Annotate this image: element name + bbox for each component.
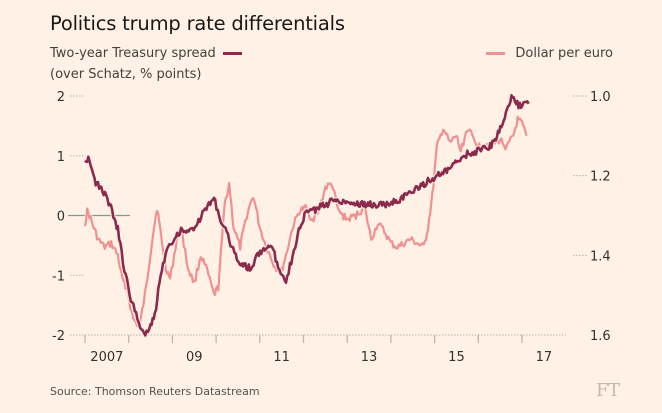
spread-units-label: (over Schatz, % points) <box>50 67 202 82</box>
spread-legend-swatch <box>222 52 242 55</box>
right-tick-label: 1.0 <box>590 90 611 105</box>
left-tick-label: -2 <box>52 329 65 344</box>
left-tick-label: -1 <box>52 269 65 284</box>
spread-legend-label: Two-year Treasury spread <box>50 46 216 61</box>
source-note: Source: Thomson Reuters Datastream <box>50 385 260 398</box>
dollar-per-euro-line <box>83 115 528 328</box>
x-tick-label: 09 <box>186 350 203 365</box>
dollar-legend: Dollar per euro <box>486 46 613 61</box>
spread-line-halo <box>83 92 531 338</box>
ft-logo: FT <box>596 380 620 401</box>
x-tick-label: 17 <box>536 350 553 365</box>
dollar-legend-label: Dollar per euro <box>515 46 613 61</box>
right-tick-label: 1.2 <box>590 170 611 185</box>
x-tick-label: 2007 <box>90 350 123 365</box>
spread-line <box>84 94 530 337</box>
x-tick-label: 13 <box>361 350 378 365</box>
left-tick-label: 2 <box>57 90 65 105</box>
x-tick-label: 15 <box>448 350 465 365</box>
right-tick-label: 1.4 <box>590 249 611 264</box>
right-tick-label: 1.6 <box>590 329 611 344</box>
spread-legend: Two-year Treasury spread <box>50 46 242 61</box>
chart-title: Politics trump rate differentials <box>50 12 345 35</box>
left-tick-label: 0 <box>57 210 65 225</box>
x-tick-label: 11 <box>273 350 290 365</box>
left-tick-label: 1 <box>57 150 65 165</box>
dollar-legend-swatch <box>486 52 506 55</box>
